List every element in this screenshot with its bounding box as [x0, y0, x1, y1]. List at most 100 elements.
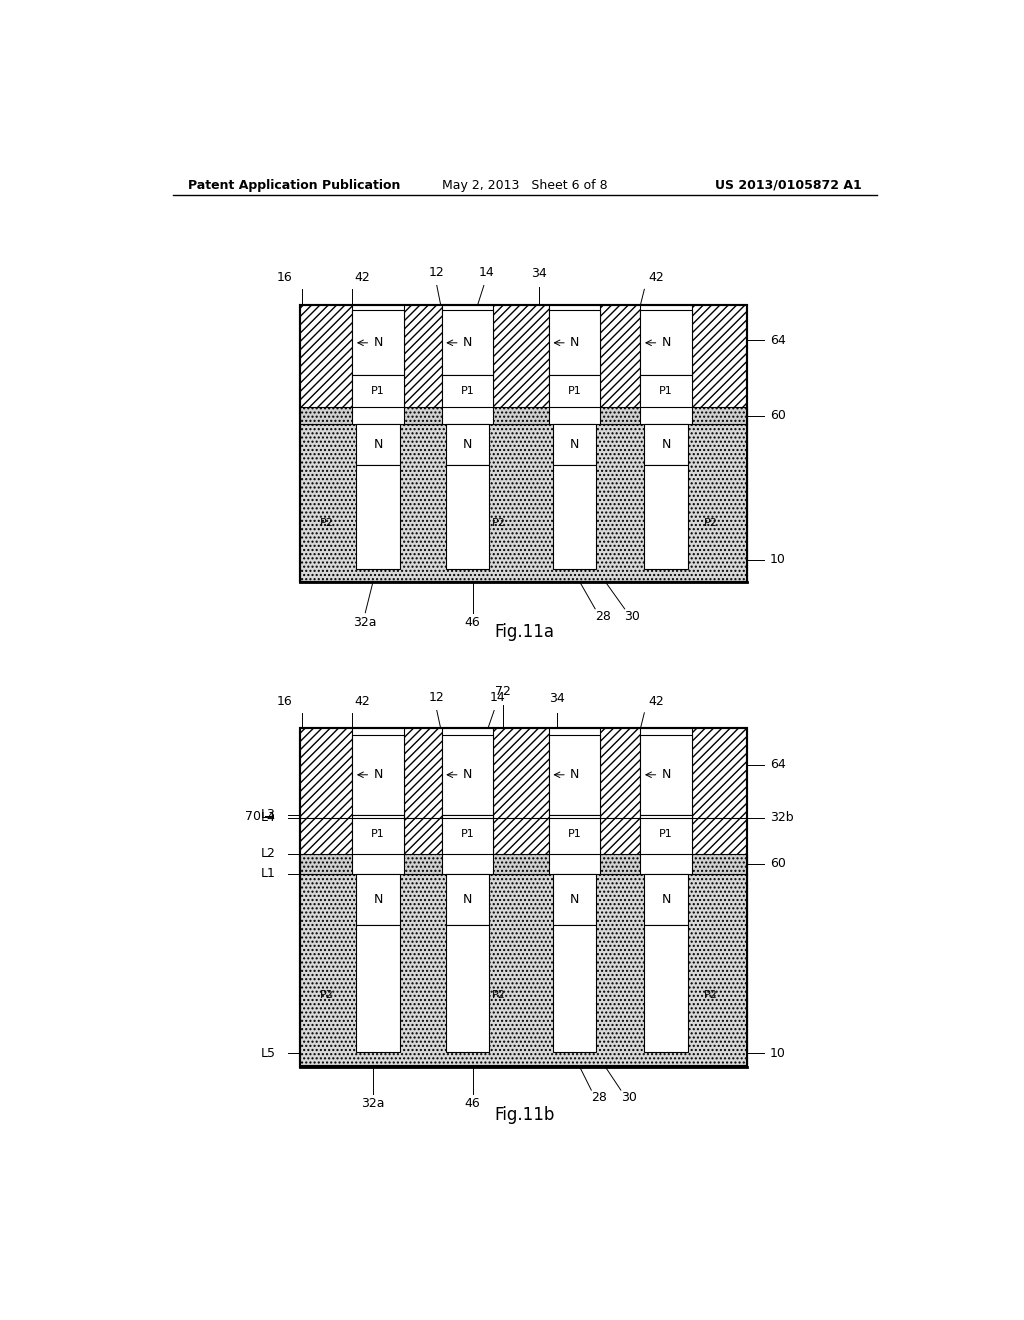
Bar [300, 305, 746, 582]
Bar [356, 424, 400, 466]
Text: 16: 16 [276, 694, 292, 708]
Bar [549, 814, 600, 854]
Bar [441, 729, 494, 874]
Bar [352, 729, 403, 874]
Bar [352, 814, 403, 854]
Bar [640, 729, 692, 874]
Text: P1: P1 [659, 387, 673, 396]
Text: 46: 46 [465, 1097, 480, 1110]
Text: Fig.11a: Fig.11a [495, 623, 555, 642]
Bar [300, 408, 746, 424]
Text: 46: 46 [465, 616, 480, 630]
Bar [445, 466, 489, 569]
Bar [300, 424, 746, 581]
Text: P2: P2 [319, 517, 334, 528]
Bar [300, 874, 746, 1065]
Text: N: N [662, 768, 671, 781]
Bar [356, 874, 400, 925]
Bar [441, 305, 494, 424]
Text: 64: 64 [770, 334, 785, 347]
Text: L5: L5 [260, 1047, 275, 1060]
Bar [300, 729, 746, 1067]
Bar [549, 375, 600, 408]
Text: 10: 10 [770, 1047, 785, 1060]
Text: P1: P1 [372, 829, 385, 840]
Bar [352, 310, 403, 375]
Bar [445, 925, 489, 1052]
Bar [553, 466, 596, 569]
Bar [640, 735, 692, 814]
Text: 34: 34 [531, 268, 547, 280]
Text: May 2, 2013   Sheet 6 of 8: May 2, 2013 Sheet 6 of 8 [442, 178, 607, 191]
Bar [553, 874, 596, 925]
Bar [300, 854, 746, 874]
Text: Fig.11b: Fig.11b [495, 1106, 555, 1123]
Bar [356, 925, 400, 1052]
Bar [549, 305, 600, 424]
Text: L4: L4 [260, 812, 275, 825]
Text: 12: 12 [429, 265, 444, 279]
Text: 10: 10 [770, 553, 785, 566]
Text: P2: P2 [492, 517, 506, 528]
Bar [640, 814, 692, 854]
Bar [352, 735, 403, 814]
Bar [640, 310, 692, 375]
Text: L1: L1 [260, 867, 275, 880]
Text: N: N [662, 337, 671, 350]
Text: P2: P2 [703, 990, 718, 1001]
Text: 42: 42 [648, 271, 664, 284]
Bar [300, 874, 746, 1065]
Bar [352, 305, 403, 424]
Text: 34: 34 [549, 693, 564, 705]
Text: 30: 30 [621, 1092, 637, 1105]
Text: 14: 14 [479, 265, 495, 279]
Bar [300, 729, 746, 1067]
Text: L2: L2 [260, 847, 275, 861]
Bar [441, 735, 494, 814]
Text: L3: L3 [260, 808, 275, 821]
Text: P2: P2 [492, 990, 506, 1001]
Bar [300, 305, 746, 582]
Text: 64: 64 [770, 758, 785, 771]
Text: 28: 28 [591, 1092, 607, 1105]
Text: 42: 42 [648, 694, 664, 708]
Bar [553, 925, 596, 1052]
Text: P2: P2 [703, 517, 718, 528]
Text: P1: P1 [372, 387, 385, 396]
Text: N: N [570, 337, 580, 350]
Bar [549, 310, 600, 375]
Bar [352, 375, 403, 408]
Bar [644, 925, 688, 1052]
Text: 60: 60 [770, 409, 785, 422]
Bar [441, 375, 494, 408]
Text: P1: P1 [567, 387, 582, 396]
Text: 32b: 32b [770, 812, 794, 825]
Bar [445, 424, 489, 466]
Text: P2: P2 [319, 990, 334, 1001]
Text: P1: P1 [567, 829, 582, 840]
Text: Patent Application Publication: Patent Application Publication [188, 178, 400, 191]
Bar [640, 305, 692, 424]
Text: N: N [463, 892, 472, 906]
Text: 60: 60 [770, 857, 785, 870]
Bar [549, 729, 600, 874]
Text: 32a: 32a [353, 616, 377, 630]
Text: N: N [570, 438, 580, 451]
Bar [644, 874, 688, 925]
Text: N: N [463, 438, 472, 451]
Text: 12: 12 [429, 690, 444, 704]
Text: N: N [374, 892, 383, 906]
Text: N: N [662, 892, 671, 906]
Text: N: N [463, 337, 472, 350]
Bar [300, 424, 746, 581]
Text: 28: 28 [595, 610, 610, 623]
Text: 32a: 32a [361, 1097, 385, 1110]
Text: N: N [374, 768, 383, 781]
Text: N: N [463, 768, 472, 781]
Text: N: N [570, 768, 580, 781]
Bar [445, 874, 489, 925]
Text: P1: P1 [461, 387, 474, 396]
Bar [441, 310, 494, 375]
Text: 30: 30 [625, 610, 640, 623]
Text: N: N [374, 438, 383, 451]
